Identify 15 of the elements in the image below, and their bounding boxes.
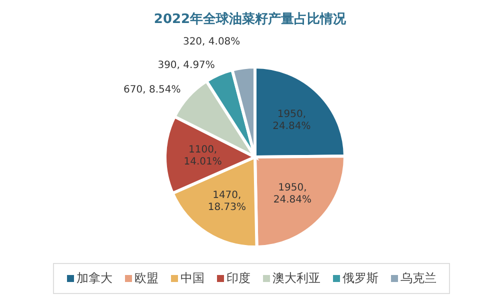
legend-label: 加拿大 — [76, 270, 112, 287]
chart-title: 2022年全球油菜籽产量占比情况 — [154, 11, 348, 27]
data-label: 1950, 24.84% — [272, 108, 311, 132]
legend-label: 欧盟 — [134, 270, 158, 287]
legend-label: 俄罗斯 — [342, 270, 378, 287]
legend-label: 中国 — [180, 270, 204, 287]
legend-label: 乌克兰 — [400, 270, 436, 287]
data-label: 670, 8.54% — [124, 84, 181, 96]
legend-label: 澳大利亚 — [272, 270, 320, 287]
data-label: 320, 4.08% — [182, 36, 240, 48]
data-label: 1100, 14.01% — [184, 144, 222, 168]
data-label: 1950, 24.84% — [273, 182, 312, 205]
data-label: 390, 4.97% — [158, 60, 215, 71]
legend-label: 印度 — [226, 270, 250, 287]
data-label: 1470, 18.73% — [208, 189, 246, 212]
